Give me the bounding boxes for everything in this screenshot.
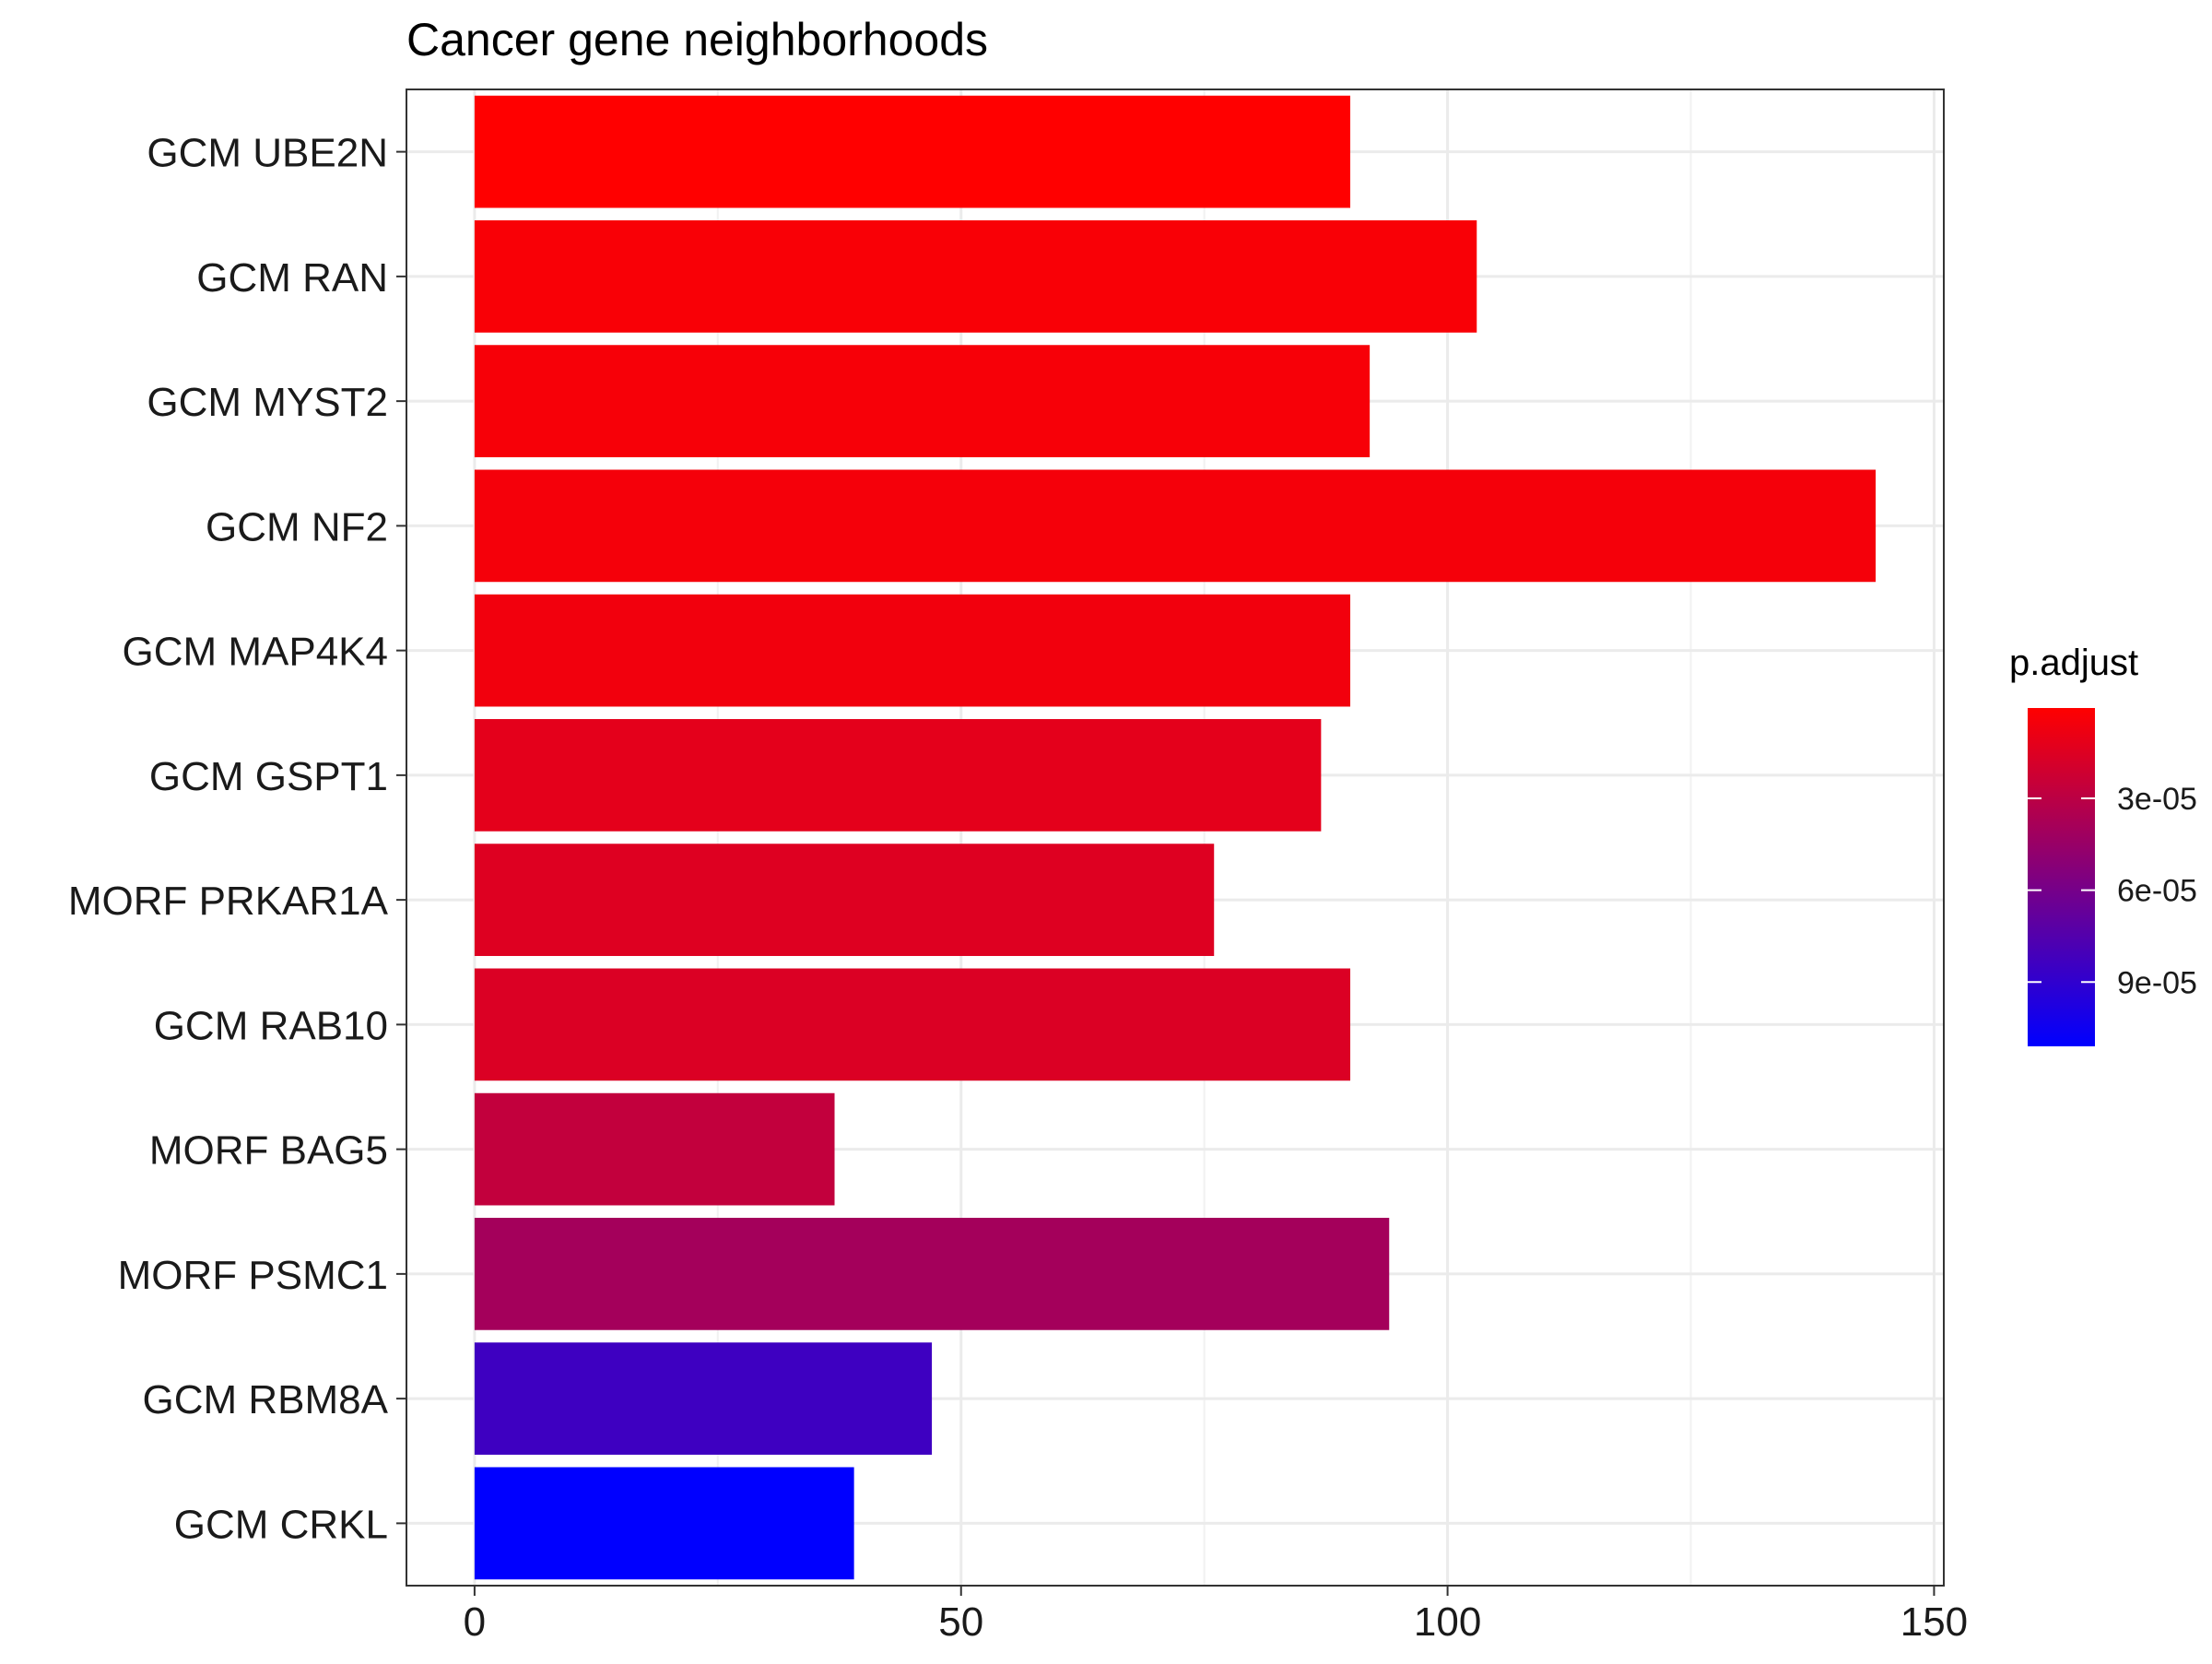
legend-tick-label: 6e-05 bbox=[2117, 874, 2197, 909]
legend-colorbar bbox=[2028, 708, 2095, 1046]
y-tick-label: GCM GSPT1 bbox=[149, 754, 388, 799]
chart-title: Cancer gene neighborhoods bbox=[406, 14, 988, 65]
bar bbox=[474, 469, 1877, 583]
bar bbox=[474, 95, 1351, 208]
y-tick-label: MORF PRKAR1A bbox=[68, 879, 389, 924]
x-tick-label: 100 bbox=[1414, 1599, 1481, 1645]
legend-tick-label: 9e-05 bbox=[2117, 965, 2197, 1000]
bars bbox=[474, 95, 1877, 1580]
y-tick-label: MORF PSMC1 bbox=[118, 1253, 388, 1298]
axes: GCM UBE2N GCM RAN GCM MYST2 GCM NF2 GCM MAP4… bbox=[68, 131, 1968, 1645]
bar bbox=[474, 345, 1371, 457]
y-tick-label: GCM CRKL bbox=[174, 1502, 388, 1547]
y-tick-label: GCM RBM8A bbox=[143, 1377, 389, 1422]
y-tick-label: GCM NF2 bbox=[206, 504, 388, 549]
bar bbox=[474, 968, 1351, 1081]
color-legend: p.adjust 3e-05 6e-05 9e-05 bbox=[2009, 643, 2197, 1046]
plot-panel-border bbox=[406, 89, 1945, 1587]
y-tick-label: GCM RAN bbox=[196, 255, 388, 301]
y-tick-label: GCM MAP4K4 bbox=[122, 630, 388, 675]
x-tick-label: 0 bbox=[464, 1599, 486, 1645]
y-tick-label: MORF BAG5 bbox=[149, 1128, 388, 1174]
y-tick-label: GCM MYST2 bbox=[147, 380, 388, 425]
bar bbox=[474, 220, 1477, 333]
bar bbox=[474, 1467, 854, 1580]
bar bbox=[474, 1092, 835, 1206]
bar bbox=[474, 844, 1215, 956]
bar bbox=[474, 1342, 933, 1455]
x-tick-label: 150 bbox=[1900, 1599, 1968, 1645]
legend-tick-label: 3e-05 bbox=[2117, 782, 2197, 817]
y-tick-label: GCM UBE2N bbox=[147, 131, 388, 176]
bar bbox=[474, 594, 1351, 707]
bar bbox=[474, 1218, 1390, 1330]
bar bbox=[474, 719, 1322, 832]
y-tick-label: GCM RAB10 bbox=[154, 1003, 388, 1048]
legend-title: p.adjust bbox=[2009, 643, 2138, 683]
x-tick-label: 50 bbox=[938, 1599, 983, 1645]
